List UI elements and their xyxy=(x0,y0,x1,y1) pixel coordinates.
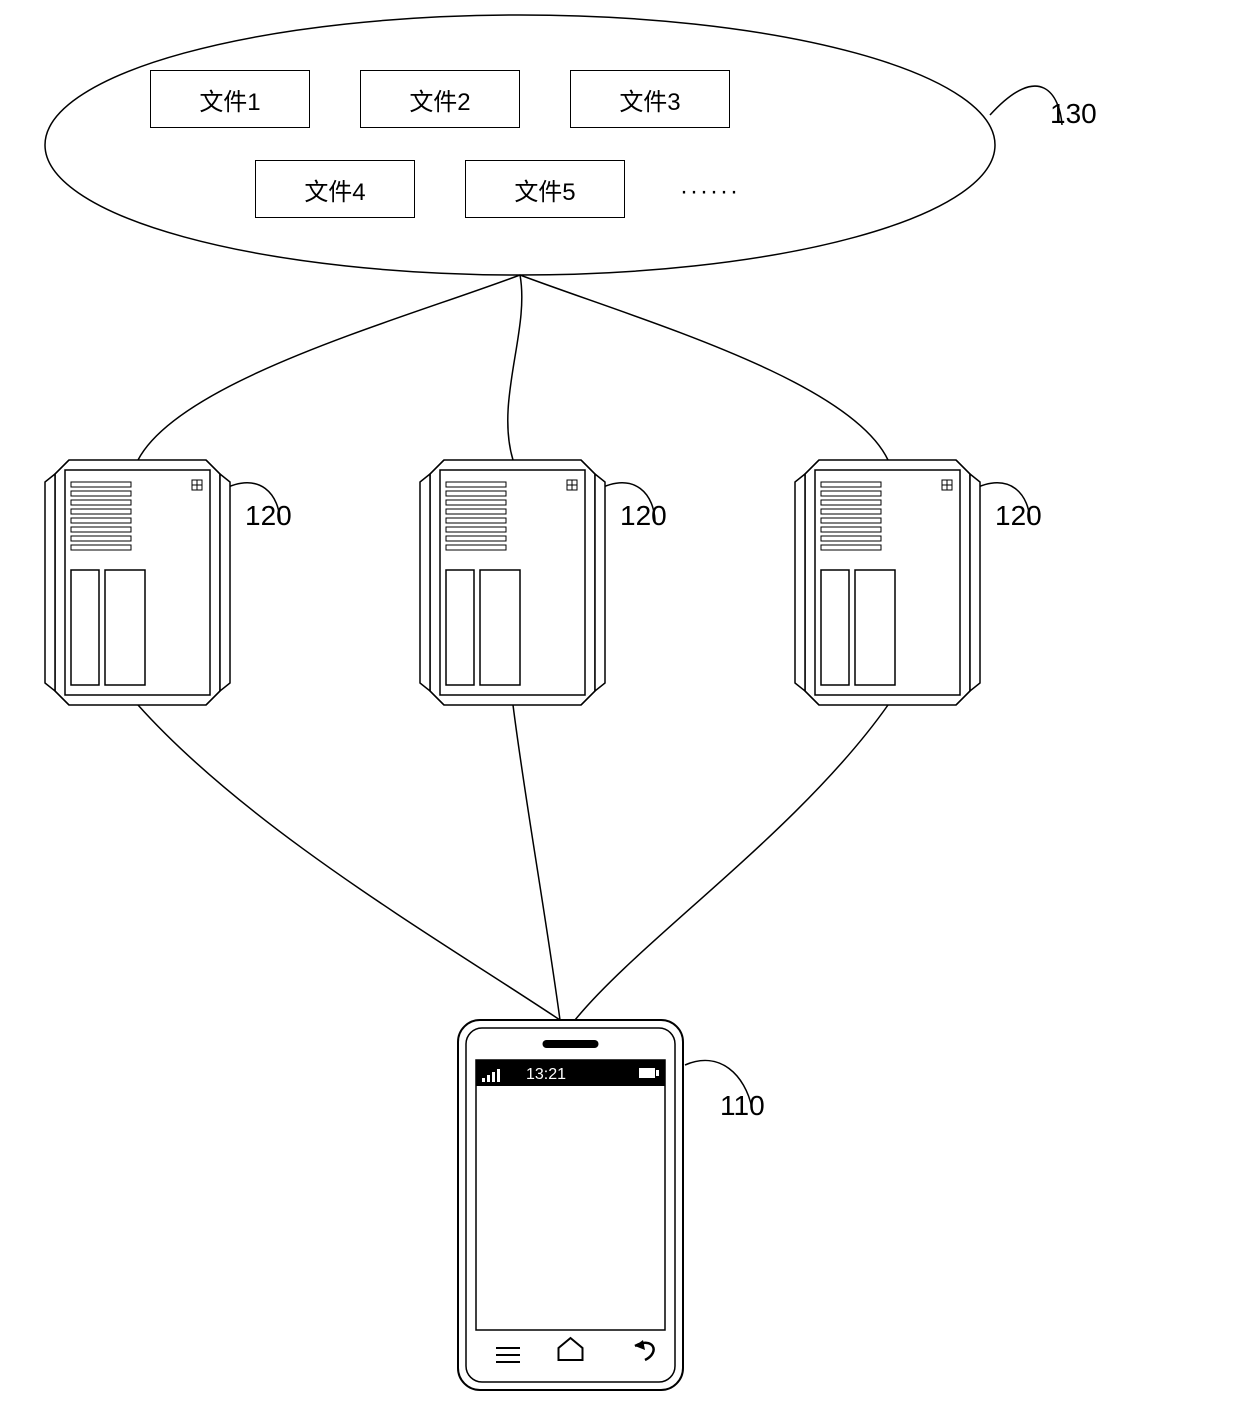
server-ref-label-0: 120 xyxy=(245,500,292,532)
cloud-file-box: 文件2 xyxy=(360,70,520,128)
phone-ref-label: 110 xyxy=(720,1090,765,1122)
server-ref-label-2: 120 xyxy=(995,500,1042,532)
cloud-file-box: 文件3 xyxy=(570,70,730,128)
cloud-file-label: 文件1 xyxy=(199,82,260,117)
cloud-file-label: 文件4 xyxy=(304,172,365,207)
server-icon xyxy=(420,460,605,705)
cloud-file-box: 文件4 xyxy=(255,160,415,218)
cloud-file-label: 文件2 xyxy=(409,82,470,117)
diagram-canvas: 13:21 文件1 文件2 文件3 文件4 文件5 ······ 130 120 120… xyxy=(0,0,1240,1411)
cloud-ellipsis: ······ xyxy=(680,178,740,206)
cloud-file-label: 文件3 xyxy=(619,82,680,117)
server-ref-label-1: 120 xyxy=(620,500,667,532)
server-icon xyxy=(45,460,230,705)
phone-icon: 13:21 xyxy=(458,1020,683,1390)
cloud-file-label: 文件5 xyxy=(514,172,575,207)
cloud-ref-label: 130 xyxy=(1050,98,1097,130)
server-icon xyxy=(795,460,980,705)
cloud-file-box: 文件5 xyxy=(465,160,625,218)
phone-status-time: 13:21 xyxy=(526,1066,566,1083)
cloud-file-box: 文件1 xyxy=(150,70,310,128)
